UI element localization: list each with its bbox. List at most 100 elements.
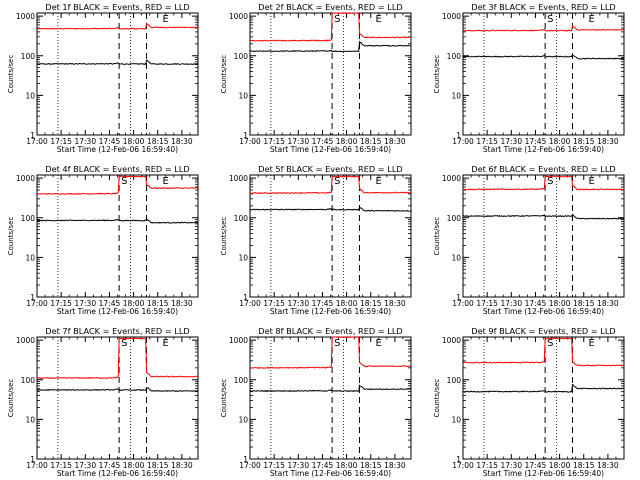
x-axis-label: Start Time (12-Feb-06 16:59:40)	[270, 145, 391, 154]
x-tick-label: 18:15	[573, 137, 595, 146]
s-marker-label: S	[547, 338, 553, 349]
x-tick-label: 18:15	[360, 461, 382, 470]
y-tick-label: 10	[25, 91, 35, 100]
red-lld-series	[249, 12, 412, 42]
y-tick-label: 1	[243, 455, 248, 464]
black-events-series	[249, 384, 412, 393]
y-tick-label: 10	[451, 253, 461, 262]
x-axis-label: Start Time (12-Feb-06 16:59:40)	[270, 469, 391, 478]
red-lld-series	[462, 24, 625, 32]
black-events-series	[36, 386, 198, 393]
x-tick-label: 17:15	[476, 137, 498, 146]
plot-frame	[249, 12, 412, 136]
x-tick-label: 18:30	[597, 137, 619, 146]
chart-title: Det 6f BLACK = Events, RED = LLD	[471, 164, 615, 174]
black-events-series	[36, 218, 198, 224]
e-marker-label: E	[162, 14, 168, 25]
e-marker-label: E	[588, 176, 594, 187]
y-tick-label: 1	[456, 293, 461, 302]
x-tick-label: 17:45	[525, 299, 547, 308]
x-tick-label: 18:00	[336, 461, 358, 470]
x-tick-label: 17:30	[74, 461, 96, 470]
y-axis-label: Counts/sec	[7, 217, 15, 256]
s-marker-label: S	[334, 338, 340, 349]
y-tick-label: 100	[21, 376, 36, 385]
x-tick-label: 18:00	[336, 299, 358, 308]
plot-frame	[462, 336, 625, 460]
plot-frame	[249, 336, 412, 460]
x-tick-label: 18:15	[147, 461, 169, 470]
x-tick-label: 17:30	[287, 137, 309, 146]
x-tick-label: 18:15	[360, 299, 382, 308]
x-tick-label: 18:00	[123, 461, 145, 470]
x-axis-label: Start Time (12-Feb-06 16:59:40)	[483, 145, 604, 154]
x-tick-label: 18:30	[384, 137, 406, 146]
x-tick-label: 17:00	[452, 461, 474, 470]
x-tick-label: 17:30	[500, 299, 522, 308]
x-tick-label: 17:45	[525, 461, 547, 470]
chart-panel-7: Det 7f BLACK = Events, RED = LLD 1 10 100 10…	[7, 326, 199, 478]
e-marker-label: E	[375, 338, 381, 349]
e-marker-label: E	[162, 176, 168, 187]
x-tick-label: 17:15	[50, 461, 72, 470]
s-marker-label: S	[334, 176, 340, 187]
black-events-series	[462, 53, 624, 60]
s-marker-label: S	[121, 176, 127, 187]
e-marker-label: E	[162, 338, 168, 349]
y-tick-label: 1000	[229, 12, 248, 21]
y-tick-label: 10	[238, 91, 248, 100]
x-axis-label: Start Time (12-Feb-06 16:59:40)	[483, 469, 604, 478]
x-axis-label: Start Time (12-Feb-06 16:59:40)	[57, 469, 178, 478]
y-tick-label: 1	[243, 131, 248, 140]
x-tick-label: 17:00	[239, 461, 261, 470]
chart-panel-3: Det 3f BLACK = Events, RED = LLD 1 10 100 10…	[433, 2, 625, 154]
x-tick-label: 17:45	[99, 461, 121, 470]
x-tick-label: 18:15	[573, 461, 595, 470]
y-axis-label: Counts/sec	[220, 217, 228, 256]
y-tick-label: 100	[21, 214, 36, 223]
x-tick-label: 17:45	[99, 299, 121, 308]
x-tick-label: 17:00	[239, 137, 261, 146]
y-tick-label: 1	[30, 131, 35, 140]
y-axis-label: Counts/sec	[220, 379, 228, 418]
chart-title: Det 7f BLACK = Events, RED = LLD	[45, 326, 189, 336]
x-tick-label: 17:45	[99, 137, 121, 146]
red-lld-series	[249, 336, 412, 369]
x-axis-label: Start Time (12-Feb-06 16:59:40)	[57, 307, 178, 316]
x-tick-label: 18:30	[171, 461, 193, 470]
x-tick-label: 17:00	[239, 299, 261, 308]
y-tick-label: 1000	[229, 174, 248, 183]
e-marker-label: E	[375, 14, 381, 25]
red-lld-series	[36, 175, 199, 195]
x-axis-label: Start Time (12-Feb-06 16:59:40)	[57, 145, 178, 154]
y-tick-label: 1000	[442, 12, 461, 21]
x-tick-label: 18:15	[573, 299, 595, 308]
x-tick-label: 18:30	[597, 461, 619, 470]
x-tick-label: 17:00	[26, 461, 48, 470]
y-tick-label: 10	[451, 415, 461, 424]
x-tick-label: 17:00	[452, 137, 474, 146]
x-tick-label: 17:45	[312, 461, 334, 470]
x-tick-label: 17:30	[74, 137, 96, 146]
y-tick-label: 100	[234, 52, 249, 61]
y-tick-label: 100	[21, 52, 36, 61]
x-tick-label: 18:30	[171, 299, 193, 308]
chart-title: Det 8f BLACK = Events, RED = LLD	[258, 326, 402, 336]
x-tick-label: 17:15	[50, 299, 72, 308]
red-lld-series	[462, 337, 625, 367]
x-tick-label: 18:30	[597, 299, 619, 308]
chart-title: Det 1f BLACK = Events, RED = LLD	[45, 2, 189, 12]
y-tick-label: 100	[234, 376, 249, 385]
black-events-series	[36, 59, 199, 66]
y-tick-label: 100	[234, 214, 249, 223]
plot-frame	[36, 336, 199, 460]
s-marker-label: S	[334, 14, 340, 25]
x-tick-label: 17:30	[287, 299, 309, 308]
y-tick-label: 1	[30, 455, 35, 464]
red-lld-series	[249, 175, 412, 195]
red-lld-series	[36, 337, 198, 380]
s-marker-label: S	[121, 338, 127, 349]
x-tick-label: 18:15	[360, 137, 382, 146]
y-tick-label: 1	[243, 293, 248, 302]
y-tick-label: 100	[447, 52, 462, 61]
